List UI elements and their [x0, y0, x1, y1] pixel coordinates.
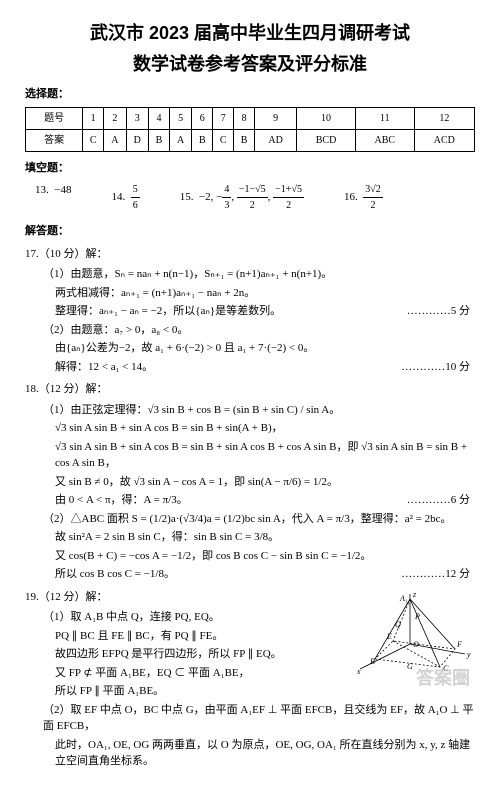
- p19-l6: （2）取 EF 中点 O，BC 中点 G，由平面 A₁EF ⊥ 平面 EFCB，…: [43, 702, 475, 735]
- table-row-answers: 答案 C A D B A B C B AD BCD ABC ACD: [26, 129, 475, 151]
- title-line-2: 数学试卷参考答案及评分标准: [25, 51, 475, 78]
- svg-text:E: E: [386, 632, 392, 641]
- problem-17: 17.（10 分）解： （1）由题意，Sₙ = naₙ + n(n−1)，Sₙ₊…: [25, 246, 475, 376]
- p19-l7: 此时，OA₁, OE, OG 两两垂直，以 O 为原点，OE, OG, OA₁ …: [55, 737, 475, 770]
- section-solve: 解答题：: [25, 223, 475, 240]
- p18-l7: 故 sin²A = 2 sin B sin C，得：sin B sin C = …: [55, 529, 475, 546]
- p17-l5: 由{aₙ}公差为−2，故 a₁ + 6·(−2) > 0 且 a₁ + 7·(−…: [55, 340, 475, 357]
- p18-l5: 由 0 < A < π，得：A = π/3。6 分: [55, 492, 475, 509]
- title-line-1: 武汉市 2023 届高中毕业生四月调研考试: [25, 20, 475, 47]
- fill-14: 14. 56: [111, 182, 139, 213]
- svg-text:P: P: [414, 612, 420, 621]
- p18-l1: （1）由正弦定理得：√3 sin B + cos B = (sin B + si…: [43, 402, 475, 419]
- p17-l2: 两式相减得：aₙ₊₁ = (n+1)aₙ₊₁ − naₙ + 2n。: [55, 285, 475, 302]
- score-10: 10 分: [401, 359, 470, 376]
- choice-answer-table: 题号 1 2 3 4 5 6 7 8 9 10 11 12 答案 C A D B…: [25, 107, 475, 152]
- p18-l2: √3 sin A sin B + sin A cos B = sin B + s…: [55, 420, 475, 437]
- p18-l6: （2）△ABC 面积 S = (1/2)a·(√3/4)a = (1/2)bc …: [43, 511, 475, 528]
- p17-head: 17.（10 分）解：: [25, 246, 475, 263]
- section-fill: 填空题：: [25, 160, 475, 177]
- svg-text:x: x: [356, 667, 361, 676]
- problem-18: 18.（12 分）解： （1）由正弦定理得：√3 sin B + cos B =…: [25, 381, 475, 583]
- fill-13: 13. −48: [35, 182, 71, 213]
- p18-l3: √3 sin A sin B + sin A cos B = sin B + s…: [55, 439, 475, 472]
- section-choice: 选择题：: [25, 86, 475, 103]
- svg-text:G: G: [407, 662, 413, 671]
- svg-text:O: O: [413, 640, 419, 649]
- svg-text:Q: Q: [395, 620, 401, 629]
- p17-l4: （2）由题意：a₇ > 0，a₈ < 0。: [43, 322, 475, 339]
- watermark-text: 答案圈: [416, 665, 470, 692]
- score-6: 6 分: [407, 492, 470, 509]
- svg-text:y: y: [466, 650, 471, 659]
- p17-l6: 解得：12 < a₁ < 14。10 分: [55, 359, 475, 376]
- header-label: 题号: [26, 107, 83, 129]
- svg-text:A₁: A₁: [399, 594, 408, 603]
- fill-answers-row: 13. −48 14. 56 15. −2, −43, −1−√52, −1+√…: [25, 182, 475, 213]
- answer-label: 答案: [26, 129, 83, 151]
- p18-l4: 又 sin B ≠ 0，故 √3 sin A − cos A = 1，即 sin…: [55, 474, 475, 491]
- problem-19: z x y A₁ P Q E F O B C G 19.（12 分）解： （1）…: [25, 589, 475, 770]
- score-5: 5 分: [407, 303, 470, 320]
- svg-text:z: z: [412, 590, 417, 599]
- svg-text:B: B: [370, 657, 375, 666]
- fill-15: 15. −2, −43, −1−√52, −1+√52: [180, 182, 304, 213]
- score-12: 12 分: [401, 566, 470, 583]
- p17-l1: （1）由题意，Sₙ = naₙ + n(n−1)，Sₙ₊₁ = (n+1)aₙ₊…: [43, 266, 475, 283]
- svg-text:F: F: [456, 640, 462, 649]
- p17-l3: 整理得：aₙ₊₁ − aₙ = −2，所以{aₙ}是等差数列。5 分: [55, 303, 475, 320]
- p18-l9: 所以 cos B cos C = −1/8。12 分: [55, 566, 475, 583]
- p18-l8: 又 cos(B + C) = −cos A = −1/2，即 cos B cos…: [55, 548, 475, 565]
- p18-head: 18.（12 分）解：: [25, 381, 475, 398]
- fill-16: 16. 3√22: [344, 182, 383, 213]
- table-row-header: 题号 1 2 3 4 5 6 7 8 9 10 11 12: [26, 107, 475, 129]
